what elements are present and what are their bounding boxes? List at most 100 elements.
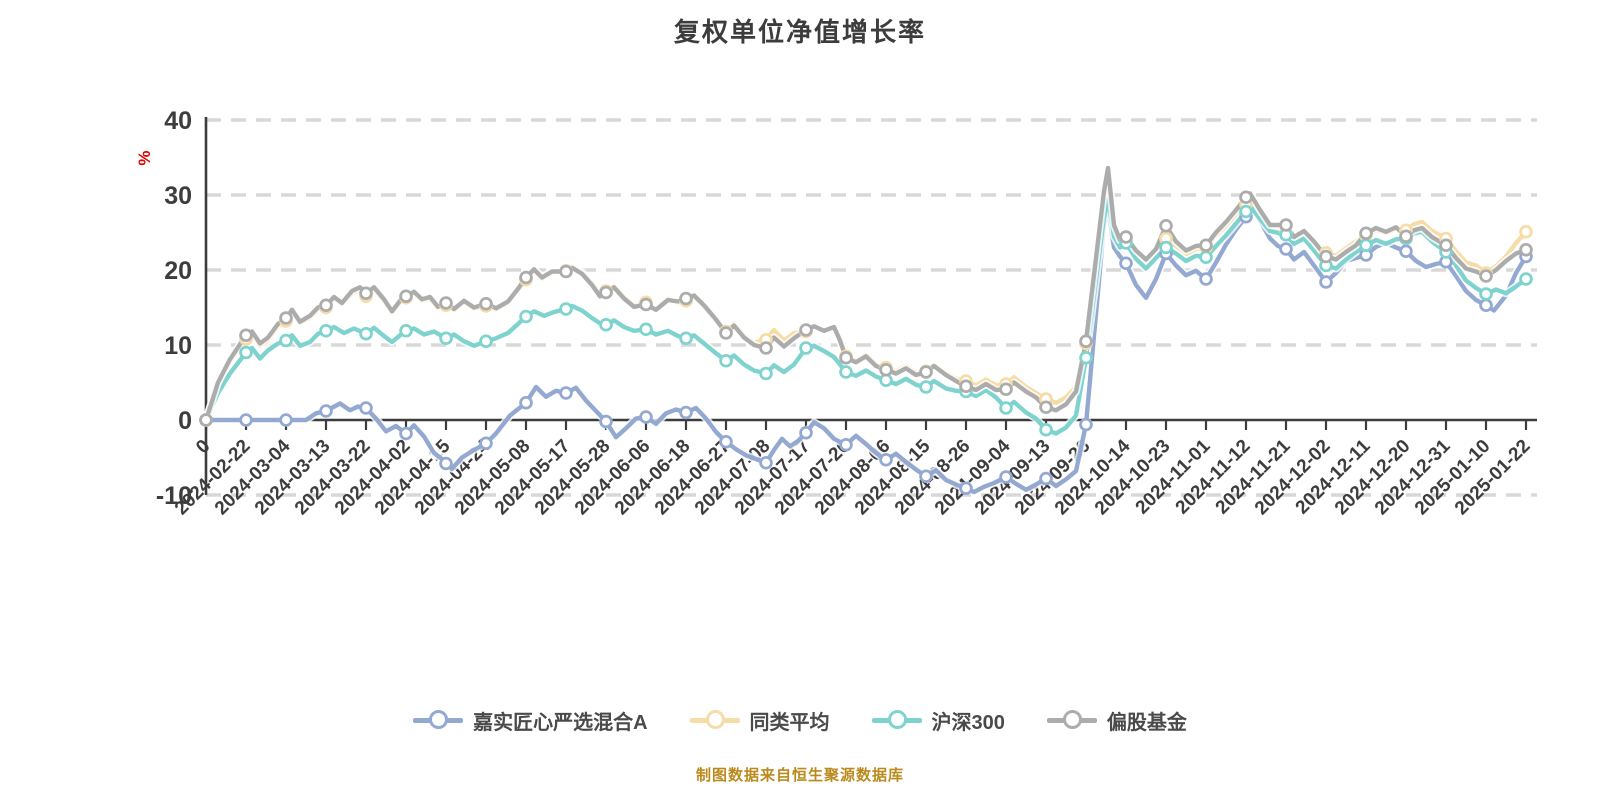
x-axis-label: 0 [192,436,214,458]
data-point-marker [999,382,1013,397]
legend-marker-category-average [689,710,740,730]
data-point-marker [519,309,533,324]
data-point-marker [999,401,1013,415]
data-point-marker [599,414,613,429]
data-point-marker [1519,242,1533,257]
legend-marker-hs300 [871,710,922,730]
data-point-marker [319,404,333,418]
chart-legend: 嘉实匠心严选混合A 同类平均 沪深300 偏股基金 [0,700,1600,740]
data-point-marker [799,323,813,337]
data-point-marker [199,413,213,427]
legend-item-fund[interactable]: 嘉实匠心严选混合A [413,706,648,735]
data-point-marker [439,456,453,471]
y-axis-label: 40 [164,107,192,135]
data-point-marker [759,366,773,381]
data-point-marker [719,353,733,368]
data-point-marker [719,326,733,340]
data-point-marker [399,323,413,338]
data-point-marker [1199,238,1213,253]
data-point-marker [799,425,813,440]
data-point-marker [1199,250,1213,265]
legend-marker-fund [413,710,464,730]
chart-canvas: 403020100-1002024-02-222024-03-042024-03… [156,107,1537,519]
legend-item-equity-funds[interactable]: 偏股基金 [1046,706,1187,735]
data-point-marker [839,365,853,379]
data-point-marker [1479,287,1493,301]
data-point-marker [279,413,293,427]
data-point-marker [1079,334,1093,349]
data-point-marker [599,317,613,332]
data-point-marker [759,341,773,355]
data-source-caption: 制图数据来自恒生聚源数据库 [695,767,904,784]
data-point-marker [1119,256,1133,271]
data-point-marker [479,334,493,349]
data-point-marker [1479,298,1493,313]
data-point-marker [519,270,533,285]
data-point-marker [879,362,893,377]
data-point-marker [719,434,733,449]
data-point-marker [399,426,413,441]
data-point-marker [1519,272,1533,286]
series-line-嘉实匠心严选混合A [203,204,1529,495]
data-point-marker [359,401,373,415]
data-point-marker [639,297,653,312]
data-point-marker [1079,350,1093,365]
data-point-marker [319,298,333,313]
page-title: 复权单位净值增长率 [673,17,926,47]
data-point-marker [239,413,253,427]
data-point-marker [239,328,253,343]
data-point-marker [559,264,573,279]
y-axis-label: 10 [164,332,192,360]
data-point-marker [1079,417,1093,432]
data-point-marker [639,410,653,424]
legend-label-fund: 嘉实匠心严选混合A [473,711,648,734]
data-point-marker [759,455,773,470]
data-point-marker [599,285,613,300]
data-point-marker [239,345,253,360]
data-point-marker [479,296,493,311]
legend-item-hs300[interactable]: 沪深300 [871,706,1005,735]
data-point-marker [919,365,933,379]
data-point-marker [439,296,453,310]
legend-label-hs300: 沪深300 [931,711,1005,734]
y-axis-label: 20 [164,257,192,285]
data-point-marker [519,395,533,410]
legend-item-category-average[interactable]: 同类平均 [689,706,830,735]
y-axis-label: -10 [156,482,192,510]
data-point-marker [1119,230,1133,244]
data-point-marker [1399,244,1413,259]
data-point-marker [1359,238,1373,253]
data-point-marker [279,311,293,325]
legend-label-equity-funds: 偏股基金 [1106,711,1187,734]
data-point-marker [1439,238,1453,253]
data-point-marker [839,437,853,452]
data-point-marker [919,469,933,484]
data-point-marker [1479,269,1493,283]
series-line-halo [202,194,1530,438]
data-point-marker [1159,240,1173,255]
data-point-marker [1319,249,1333,264]
data-point-marker [1239,190,1253,205]
data-point-marker [359,326,373,341]
data-point-marker [1319,275,1333,289]
data-point-marker [319,323,333,338]
y-axis-label: 30 [164,182,192,210]
data-point-marker [399,289,413,304]
data-point-marker [559,302,573,316]
data-point-marker [1199,272,1213,286]
data-point-marker [1399,229,1413,244]
legend-marker-equity-funds [1046,710,1097,730]
data-point-marker [799,341,813,355]
data-point-marker [1039,471,1053,486]
data-point-marker [679,331,693,346]
data-point-marker [1359,226,1373,241]
data-point-marker [959,379,973,394]
data-point-marker [679,291,693,306]
data-point-marker [1279,218,1293,232]
data-point-marker [999,470,1013,484]
data-point-marker [1039,422,1053,437]
data-point-marker [959,481,973,496]
data-point-marker [879,452,893,467]
data-point-marker [919,380,933,394]
data-point-marker [479,436,493,451]
